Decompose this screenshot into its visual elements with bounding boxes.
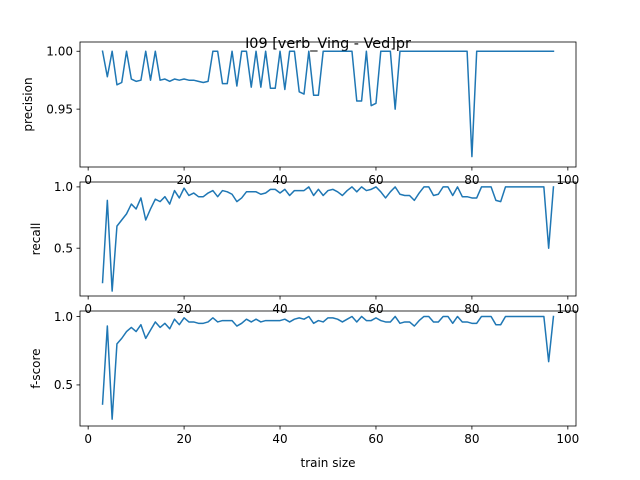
x-tick-label: 20 — [176, 432, 191, 446]
y-tick-label: 1.0 — [54, 310, 73, 324]
x-tick-label: 0 — [84, 432, 92, 446]
x-tick-label: 100 — [556, 173, 579, 187]
x-tick-label: 60 — [368, 173, 383, 187]
x-tick-label: 100 — [556, 432, 579, 446]
chart-title: I09 [verb_Ving - Ved]pr — [245, 36, 411, 52]
x-tick-label: 0 — [84, 173, 92, 187]
series-line-0 — [101, 186, 555, 292]
x-axis-label: train size — [300, 456, 355, 470]
x-tick-label: 80 — [464, 173, 479, 187]
f-score-marks: 0 20 40 60 80 100 0.5 1.0 — [54, 310, 579, 446]
x-tick-label: 80 — [464, 302, 479, 316]
precision-marks: 0 20 40 60 80 100 0.95 1.00 — [46, 41, 579, 187]
series-line-0 — [101, 50, 555, 158]
x-tick-label: 60 — [368, 302, 383, 316]
recall-marks: 0 20 40 60 80 100 0.5 1.0 — [54, 180, 579, 316]
y-tick-label: 0.95 — [46, 102, 73, 116]
series-line-0 — [101, 315, 555, 420]
x-tick-label: 40 — [272, 173, 287, 187]
x-tick-label: 100 — [556, 302, 579, 316]
precision-y-axis-label: precision — [21, 77, 35, 131]
axes-frame — [79, 41, 577, 168]
recall-panel: 0 20 40 60 80 100 0.5 1.0 recall — [29, 180, 579, 316]
y-tick-label: 0.5 — [54, 241, 73, 255]
f-score-panel: 0 20 40 60 80 100 0.5 1.0 f-score train size — [29, 310, 579, 470]
f-score-y-axis-label: f-score — [29, 348, 43, 388]
x-tick-label: 0 — [84, 302, 92, 316]
axes-frame — [79, 181, 577, 297]
x-tick-label: 80 — [464, 432, 479, 446]
x-tick-label: 60 — [368, 432, 383, 446]
recall-y-axis-label: recall — [29, 223, 43, 256]
x-tick-label: 40 — [272, 302, 287, 316]
y-tick-label: 1.0 — [54, 180, 73, 194]
axes-frame — [79, 310, 577, 427]
y-tick-label: 1.00 — [46, 45, 73, 59]
y-tick-label: 0.5 — [54, 378, 73, 392]
x-tick-label: 20 — [176, 173, 191, 187]
x-tick-label: 20 — [176, 302, 191, 316]
x-tick-label: 40 — [272, 432, 287, 446]
precision-panel: I09 [verb_Ving - Ved]pr 0 20 40 60 80 100 0.95… — [21, 36, 579, 187]
